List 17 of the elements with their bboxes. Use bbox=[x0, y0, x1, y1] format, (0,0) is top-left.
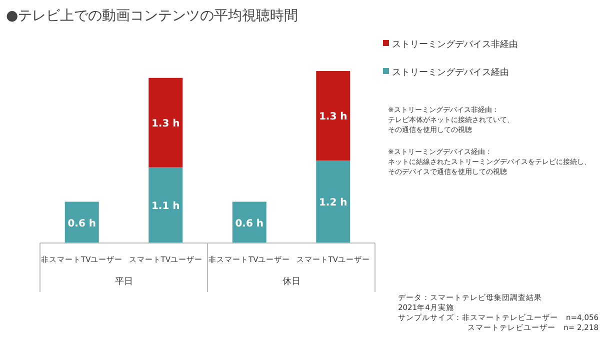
bar bbox=[232, 202, 266, 243]
bar bbox=[316, 160, 350, 243]
text: 平日 bbox=[114, 277, 133, 287]
data-label: 0.6 h bbox=[68, 218, 96, 230]
legend-label: ストリーミングデバイス非経由 bbox=[392, 39, 518, 50]
data-label: 1.3 h bbox=[151, 118, 180, 130]
chart-title: ●テレビ上での動画コンテンツの平均視聴時間 bbox=[6, 8, 298, 24]
text: 休日 bbox=[282, 276, 300, 287]
data-label: 0.6 h bbox=[235, 218, 264, 230]
data-label: 1.1 h bbox=[151, 201, 180, 212]
data-label: 1.3 h bbox=[318, 112, 348, 123]
bar bbox=[148, 78, 183, 168]
data-label: 1.2 h bbox=[318, 198, 348, 209]
bar bbox=[64, 202, 99, 243]
bar bbox=[148, 167, 183, 243]
bar bbox=[316, 71, 350, 160]
legend-label: ストリーミングデバイス経由 bbox=[392, 67, 509, 78]
